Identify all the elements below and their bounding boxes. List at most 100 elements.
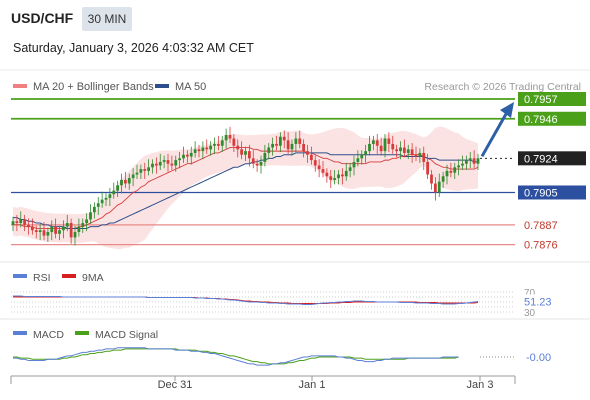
- current-price-label-box: [518, 151, 586, 166]
- candle-body: [259, 161, 263, 166]
- copyright-label: Research © 2026 Trading Central: [424, 81, 581, 93]
- candle-body: [461, 163, 464, 166]
- candle-body: [333, 178, 337, 180]
- candle-body: [437, 181, 441, 193]
- candle-body: [30, 226, 34, 231]
- candle-body: [185, 154, 189, 157]
- candle-body: [255, 163, 259, 166]
- macd-signal-legend-swatch: [75, 331, 89, 335]
- candle-body: [123, 179, 127, 184]
- candle-body: [131, 174, 135, 179]
- candle-body: [46, 232, 50, 236]
- candle-body: [247, 151, 251, 159]
- candle-body: [453, 167, 457, 173]
- candle-body: [19, 219, 23, 224]
- candle-body: [309, 154, 313, 161]
- candle-body: [174, 160, 178, 166]
- candle-body: [224, 134, 228, 141]
- macd-signal-line: [13, 348, 459, 365]
- ma20-legend-swatch: [13, 84, 27, 88]
- ma20-legend-label: MA 20 + Bollinger Bands: [33, 81, 154, 93]
- candle-body: [368, 143, 371, 152]
- candle-body: [298, 138, 302, 144]
- candle-body: [426, 161, 430, 175]
- candle-body: [410, 149, 414, 155]
- candle-body: [38, 230, 42, 233]
- candle-body: [371, 140, 375, 144]
- chart-header: USD/CHF 30 MIN Saturday, January 3, 2026…: [0, 0, 590, 70]
- candle-body: [69, 223, 73, 238]
- candle-body: [54, 226, 58, 234]
- candle-body: [81, 223, 85, 227]
- pivot-label-box: [518, 185, 586, 200]
- candle-body: [58, 230, 61, 234]
- candle-body: [197, 149, 201, 152]
- candle-body: [306, 151, 309, 155]
- rsi-value-label: 51.23: [524, 296, 552, 308]
- candle-body: [433, 183, 437, 193]
- candle-body: [65, 223, 69, 227]
- candle-body: [275, 143, 278, 146]
- support-2-label: 0.7876: [524, 240, 558, 252]
- candle-body: [42, 230, 46, 236]
- candle-body: [127, 178, 131, 184]
- rsi-value-bg: [518, 294, 554, 309]
- candle-body: [422, 152, 426, 162]
- candle-body: [282, 136, 286, 141]
- candle-body: [23, 219, 27, 225]
- candle-body: [449, 170, 453, 173]
- candle-body: [340, 174, 344, 177]
- macd-signal-legend-label: MACD Signal: [95, 329, 158, 341]
- candle-body: [15, 221, 19, 224]
- timeframe-badge[interactable]: 30 MIN: [82, 7, 132, 31]
- rsi-ma-legend-label: 9MA: [82, 272, 104, 284]
- current-price-label: 0.7924: [524, 153, 558, 165]
- candle-body: [267, 147, 271, 153]
- candle-body: [329, 176, 333, 180]
- candle-body: [104, 197, 108, 200]
- candle-body: [135, 172, 139, 175]
- candle-body: [251, 158, 255, 164]
- candle-body: [154, 163, 158, 166]
- candle-body: [387, 138, 391, 144]
- candle-body: [139, 169, 143, 173]
- candle-body: [317, 165, 321, 170]
- candle-body: [158, 161, 162, 166]
- candle-body: [383, 138, 387, 152]
- candle-body: [182, 154, 185, 159]
- candle-body: [213, 143, 216, 146]
- candle-body: [244, 151, 247, 155]
- rsi-ma-legend-swatch: [62, 274, 76, 278]
- candle-body: [375, 140, 379, 146]
- candle-body: [11, 221, 15, 225]
- symbol-title: USD/CHF: [11, 10, 74, 26]
- candle-body: [430, 174, 433, 184]
- candle-body: [441, 176, 445, 182]
- candle-body: [120, 179, 123, 186]
- candle-body: [278, 136, 282, 146]
- candle-body: [325, 172, 329, 177]
- rsi-legend-swatch: [13, 274, 27, 278]
- resistance-2-label-box: [518, 91, 586, 106]
- candle-body: [205, 147, 209, 150]
- candle-body: [364, 151, 368, 155]
- candle-body: [240, 149, 244, 155]
- ma50-legend-label: MA 50: [175, 81, 206, 93]
- rsi-level-70: 70: [524, 288, 536, 299]
- candle-body: [402, 147, 406, 153]
- candle-body: [178, 158, 182, 161]
- candle-body: [162, 160, 166, 162]
- candle-body: [143, 169, 147, 171]
- candle-body: [445, 170, 449, 177]
- candle-body: [216, 143, 220, 146]
- candle-body: [34, 230, 38, 233]
- rsi-level-30: 30: [524, 308, 536, 319]
- x-tick-label: Jan 3: [467, 379, 494, 391]
- candle-body: [166, 160, 170, 164]
- candle-body: [92, 206, 96, 213]
- candle-body: [348, 167, 352, 171]
- candle-body: [89, 212, 92, 220]
- candle-body: [294, 138, 298, 144]
- candle-body: [220, 140, 224, 146]
